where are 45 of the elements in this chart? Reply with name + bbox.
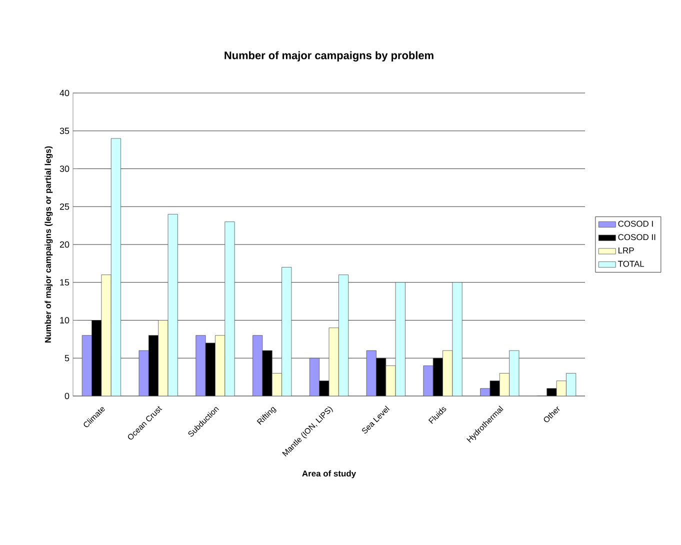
legend-label: LRP (618, 248, 634, 254)
bar (309, 358, 320, 396)
bar (566, 373, 576, 396)
bar (215, 335, 226, 396)
chart-title: Number of major campaigns by problem (224, 51, 434, 62)
legend-label: TOTAL (618, 260, 644, 267)
legend-label: COSOD II (618, 234, 656, 240)
y-tick-label: 25 (60, 203, 70, 210)
y-tick-label: 30 (60, 166, 70, 172)
y-axis-title: Number of major campaigns (legs or partial legs) (44, 146, 53, 343)
bar (376, 358, 386, 396)
bar (509, 350, 520, 396)
bar (92, 320, 102, 396)
bar (366, 350, 376, 396)
bar (205, 342, 216, 396)
y-tick-label: 0 (64, 392, 70, 400)
bar (328, 328, 339, 396)
bar (252, 335, 263, 396)
bar (158, 320, 168, 396)
bar (224, 222, 235, 396)
bar (395, 282, 406, 396)
bar (338, 274, 349, 396)
bar (138, 350, 149, 396)
y-tick-label: 10 (60, 317, 70, 324)
y-tick-label: 5 (64, 354, 70, 362)
y-tick-label: 35 (60, 128, 70, 134)
bar (282, 267, 292, 396)
bar (423, 366, 434, 396)
bar (168, 214, 178, 396)
x-axis-title: Area of study (302, 470, 356, 478)
bar (110, 138, 121, 396)
bar (499, 373, 510, 396)
bar (101, 274, 112, 396)
y-tick-label: 15 (60, 279, 70, 286)
bar (196, 335, 206, 396)
bar (452, 282, 462, 396)
bar (386, 366, 396, 396)
bar (442, 350, 453, 396)
bar (432, 358, 443, 396)
legend-label: COSOD I (618, 220, 653, 227)
bar (272, 373, 282, 396)
y-tick-label: 20 (60, 241, 70, 248)
bar (82, 335, 92, 396)
y-tick-label: 40 (60, 90, 70, 96)
bar (148, 335, 159, 396)
